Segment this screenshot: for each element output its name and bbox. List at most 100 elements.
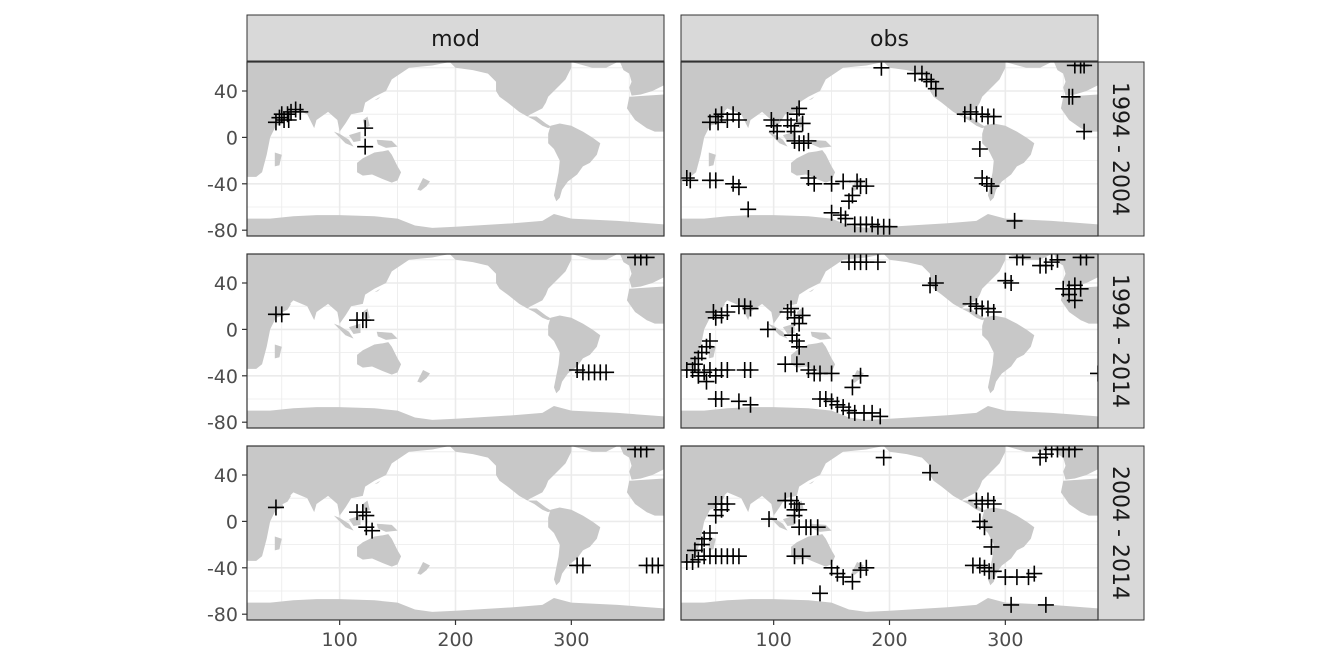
data-point xyxy=(690,367,707,384)
points xyxy=(267,101,374,155)
facet-panels xyxy=(246,61,1099,621)
data-point xyxy=(701,333,718,349)
y-tick-label: -40 xyxy=(207,558,238,580)
data-point xyxy=(759,321,776,338)
data-point xyxy=(844,573,861,590)
data-point xyxy=(823,204,840,221)
data-point xyxy=(872,408,889,425)
data-point xyxy=(730,112,747,128)
data-point xyxy=(869,254,886,271)
data-point xyxy=(922,464,939,481)
y-tick-label: -40 xyxy=(207,174,238,196)
data-point xyxy=(1006,212,1023,229)
data-point xyxy=(786,507,803,524)
data-point xyxy=(1026,565,1043,582)
data-point xyxy=(698,373,715,390)
data-point xyxy=(791,315,808,332)
strip-label: 1994 - 2014 xyxy=(1107,274,1132,408)
data-point xyxy=(800,132,817,149)
data-point xyxy=(788,356,805,373)
strip-row-1: 1994 - 2014 xyxy=(1097,253,1145,429)
data-point xyxy=(1064,88,1081,105)
data-point xyxy=(701,525,718,541)
data-point xyxy=(971,141,988,157)
x-tick-label: 300 xyxy=(987,629,1023,651)
data-point xyxy=(806,175,823,192)
data-point xyxy=(761,511,778,528)
strip-box xyxy=(246,14,665,62)
data-point xyxy=(794,307,811,324)
data-point xyxy=(364,522,381,539)
panel-obs-2 xyxy=(680,445,1099,621)
y-tick-label: 40 xyxy=(214,81,238,103)
data-point xyxy=(976,519,993,536)
panel-mod-2 xyxy=(246,445,665,621)
data-point xyxy=(574,557,591,574)
strip-box xyxy=(680,14,1099,62)
data-point xyxy=(812,585,828,602)
data-point xyxy=(985,563,1002,580)
panel-border xyxy=(246,61,665,237)
panel-obs-1 xyxy=(680,253,1099,429)
y-tick-label: 0 xyxy=(226,319,238,341)
data-point xyxy=(985,304,1002,320)
data-point xyxy=(983,178,1000,195)
data-point xyxy=(357,138,374,155)
panel-mod-0 xyxy=(246,61,665,237)
x-tick-label: 200 xyxy=(437,629,473,651)
data-point xyxy=(875,449,892,466)
data-point xyxy=(686,356,703,373)
data-point xyxy=(769,123,786,140)
panel-mod-1 xyxy=(246,253,665,429)
y-tick-label: 0 xyxy=(226,127,238,149)
x-tick-label: 100 xyxy=(756,629,792,651)
data-point xyxy=(809,519,826,536)
x-tick-label: 300 xyxy=(553,629,589,651)
strip-box xyxy=(1097,61,1145,237)
points xyxy=(681,254,1098,425)
strip-label: mod xyxy=(431,27,480,52)
strip-label: 2004 - 2014 xyxy=(1107,466,1132,600)
data-point xyxy=(719,304,736,320)
data-point xyxy=(1003,275,1020,291)
points xyxy=(267,254,655,381)
data-point xyxy=(638,446,655,458)
data-point xyxy=(730,179,747,196)
y-tick-label: -40 xyxy=(207,366,238,388)
axes: 40 0 -40 -80 40 0 -40 -80 40 0 -40 -80 100 200 300 100 2… xyxy=(207,81,1024,651)
data-point xyxy=(1078,254,1095,266)
data-point xyxy=(280,112,297,128)
panel-border xyxy=(680,61,1099,237)
data-point xyxy=(1066,292,1083,309)
y-tick-label: 40 xyxy=(214,465,238,487)
data-point xyxy=(682,172,699,189)
strip-box xyxy=(1097,445,1145,621)
data-point xyxy=(713,391,730,407)
data-point xyxy=(791,100,808,117)
data-point xyxy=(1076,62,1093,74)
data-point xyxy=(267,499,284,516)
strip-obs: obs xyxy=(680,14,1099,62)
data-point xyxy=(835,173,852,190)
facet-strips: mod obs 1994 - 2004 1994 - 2014 2004 - 2014 xyxy=(246,14,1145,621)
data-point xyxy=(598,364,615,381)
data-point xyxy=(730,548,747,565)
data-point xyxy=(292,103,309,120)
data-point xyxy=(794,115,811,132)
data-point xyxy=(840,193,857,210)
data-point xyxy=(927,275,944,291)
points xyxy=(267,446,664,574)
data-point xyxy=(858,178,875,195)
data-point xyxy=(837,210,854,227)
data-point xyxy=(742,362,759,378)
data-point xyxy=(1072,280,1089,297)
strip-label: 1994 - 2004 xyxy=(1107,82,1132,216)
data-point xyxy=(730,393,747,410)
points xyxy=(681,446,1083,613)
data-point xyxy=(985,496,1002,512)
strip-label: obs xyxy=(870,27,909,52)
strip-row-2: 2004 - 2014 xyxy=(1097,445,1145,621)
data-point xyxy=(881,218,898,235)
x-tick-label: 100 xyxy=(322,629,358,651)
